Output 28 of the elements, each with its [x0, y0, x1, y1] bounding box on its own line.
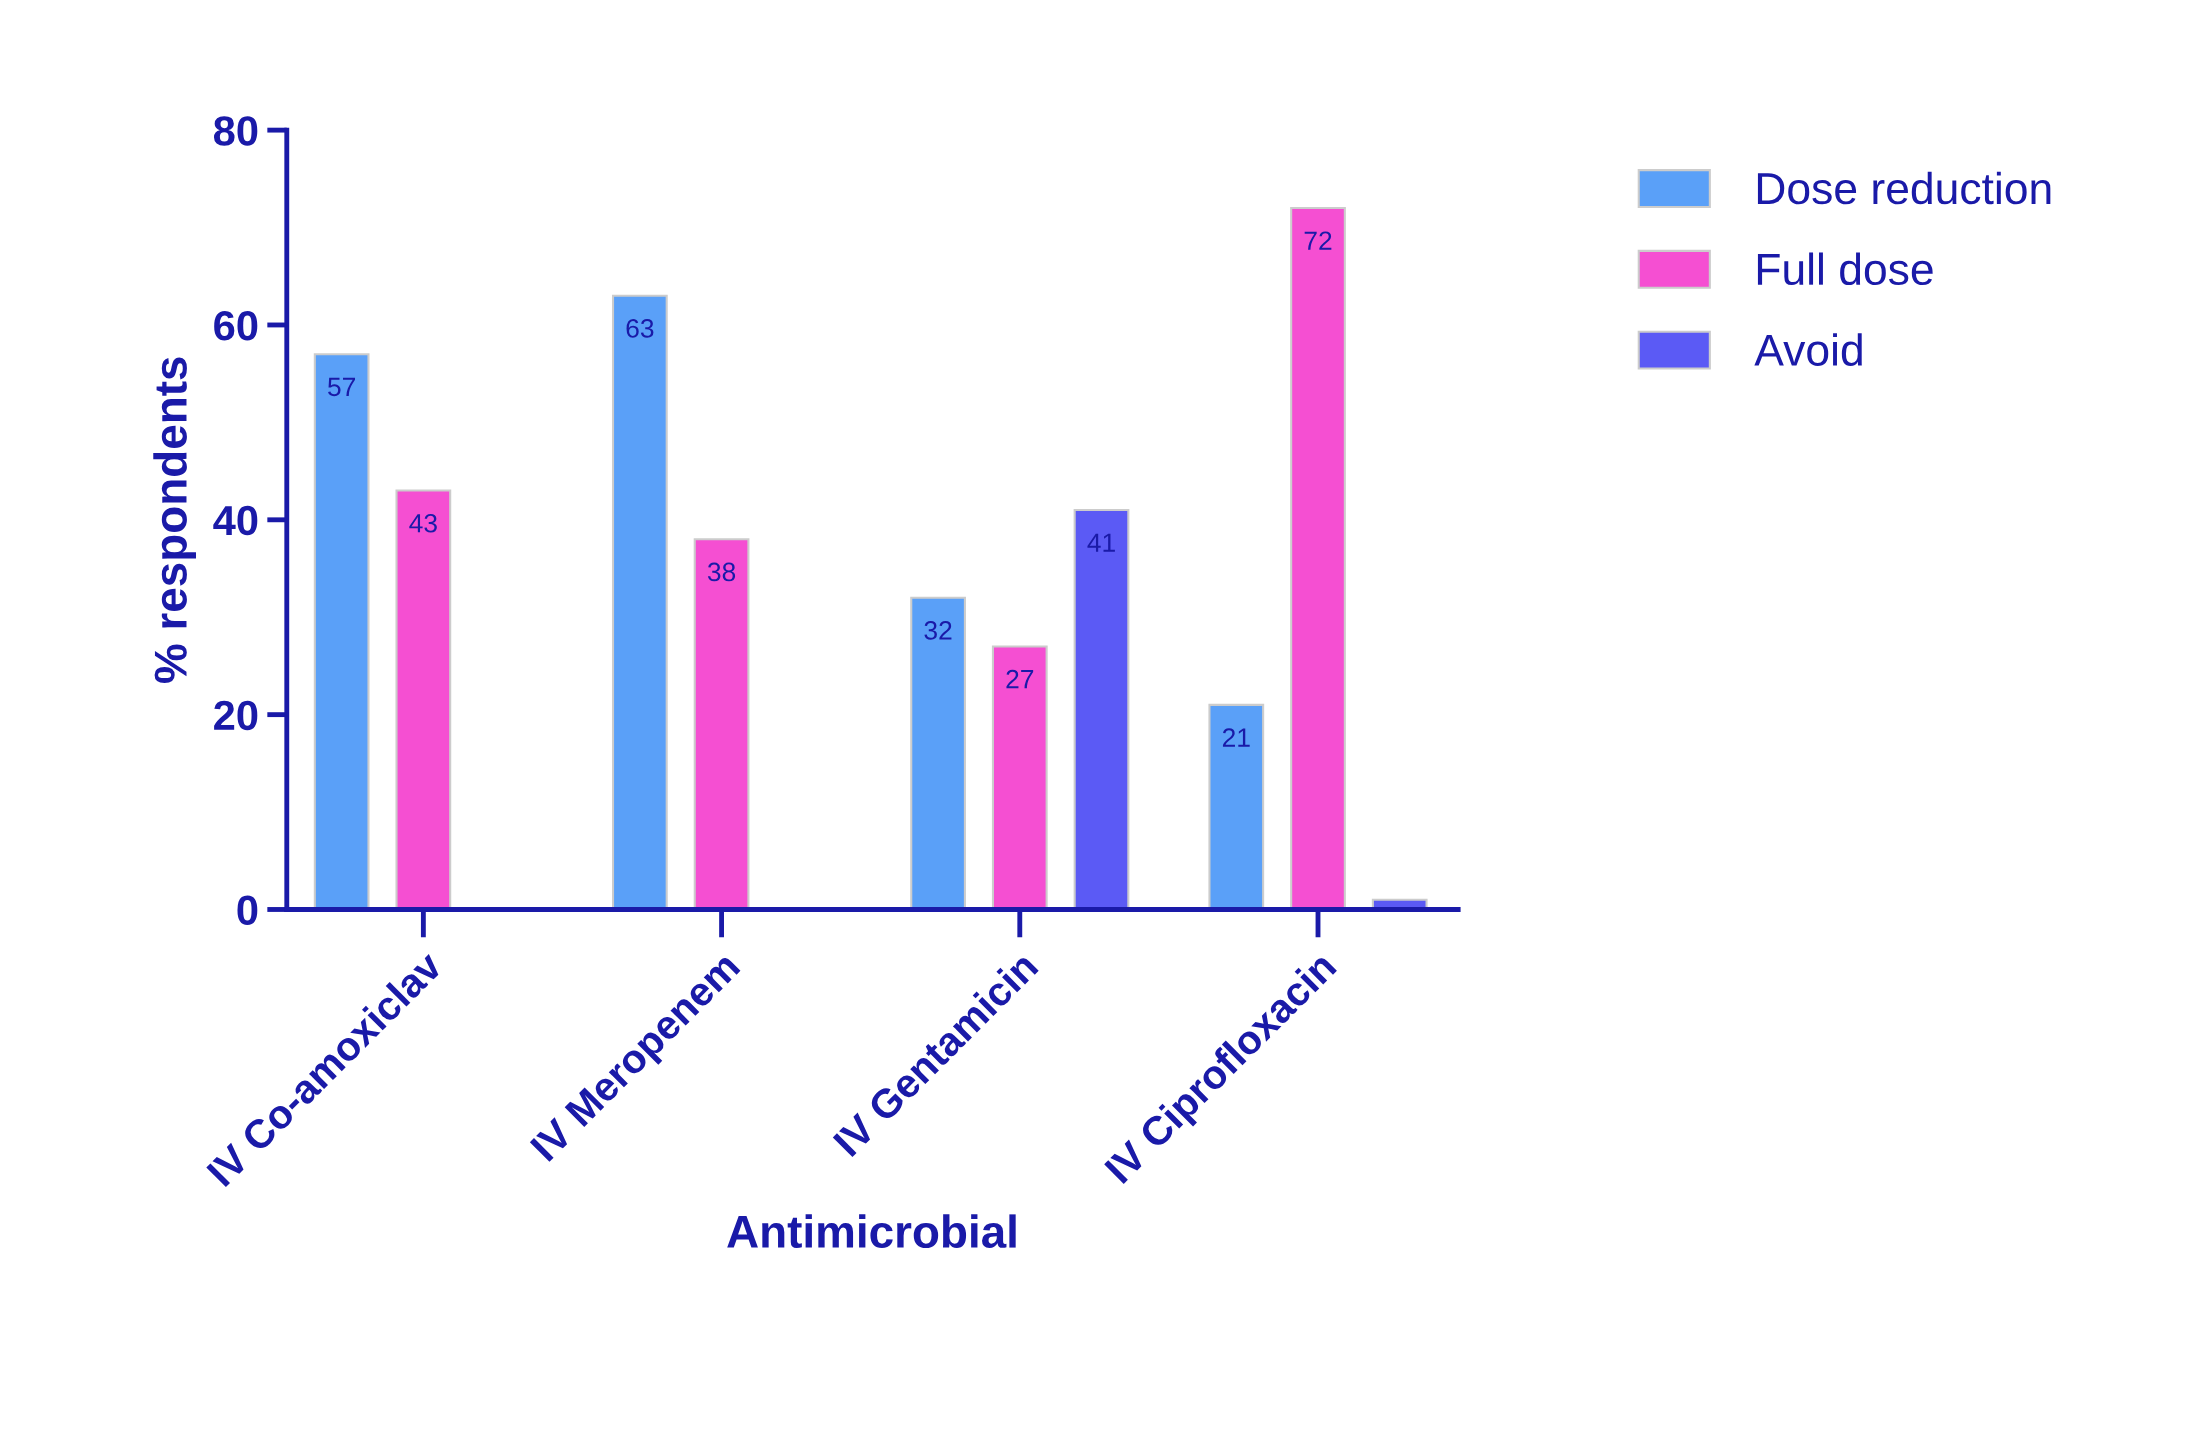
- y-tick-label: 80: [213, 116, 258, 146]
- data-label: 21: [1222, 728, 1250, 747]
- bar: [910, 596, 966, 910]
- bar: [1208, 703, 1265, 910]
- data-label: 41: [1087, 533, 1115, 552]
- bar: [1290, 207, 1346, 910]
- legend-label: Avoid: [1754, 333, 1862, 366]
- bar: [693, 538, 750, 910]
- legend-label: Dose reduction: [1757, 171, 2051, 205]
- data-label: 32: [924, 621, 952, 640]
- bar: [1073, 509, 1130, 910]
- bar: [611, 294, 668, 910]
- data-label: 43: [409, 513, 437, 533]
- y-tick-label: 20: [214, 700, 258, 731]
- y-tick-label: 40: [213, 505, 258, 536]
- data-label: 57: [328, 377, 355, 397]
- x-axis-title: Antimicrobial: [727, 1214, 1016, 1249]
- bar: [991, 645, 1048, 910]
- y-tick-label: 60: [214, 310, 258, 341]
- data-label: 38: [707, 562, 736, 582]
- data-label: 63: [626, 319, 654, 338]
- data-label: 27: [1006, 669, 1034, 689]
- y-tick-label: 0: [237, 895, 258, 925]
- legend-label: Full dose: [1757, 252, 1933, 286]
- y-axis-title: % respondents: [153, 357, 196, 683]
- bar: [395, 489, 452, 910]
- bar: [313, 353, 370, 910]
- data-label: 72: [1304, 231, 1332, 250]
